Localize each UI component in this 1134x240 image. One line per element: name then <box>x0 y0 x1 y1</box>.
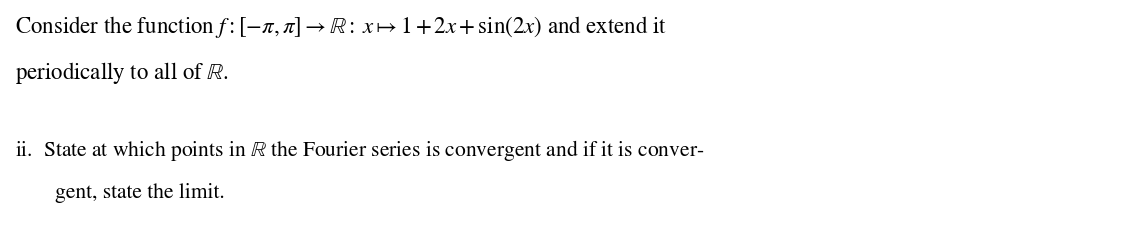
Text: gent, state the limit.: gent, state the limit. <box>56 183 225 203</box>
Text: periodically to all of $\mathbb{R}$.: periodically to all of $\mathbb{R}$. <box>15 60 229 86</box>
Text: Consider the function $f : [-\pi, \pi] \rightarrow \mathbb{R} :\; x \mapsto 1 + : Consider the function $f : [-\pi, \pi] \… <box>15 14 667 40</box>
Text: ii.  State at which points in $\mathbb{R}$ the Fourier series is convergent and : ii. State at which points in $\mathbb{R}… <box>15 138 704 163</box>
